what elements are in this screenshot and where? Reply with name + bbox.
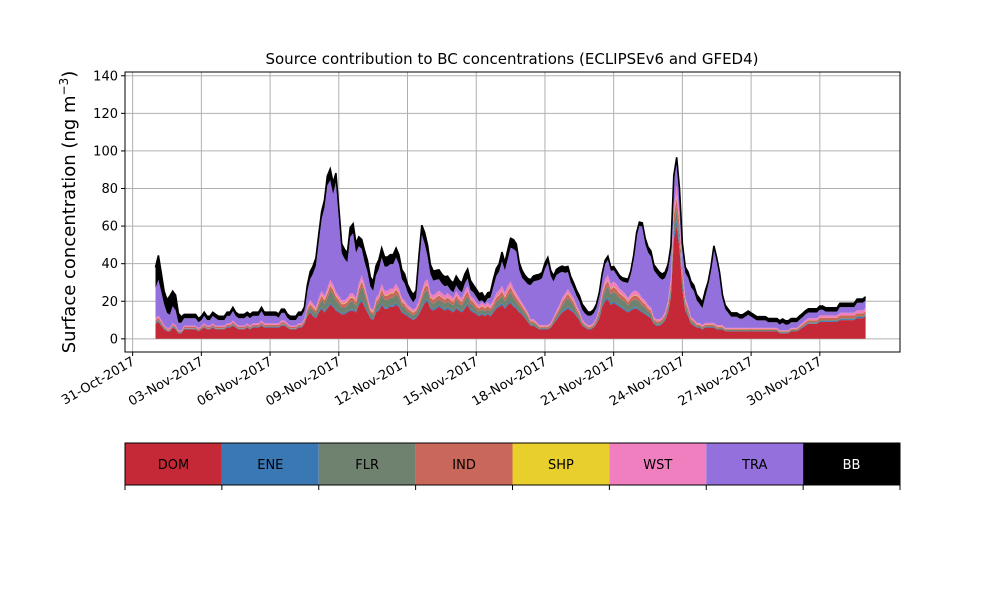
legend-swatch-tra [706, 443, 804, 485]
y-tick-label: 20 [101, 295, 118, 310]
x-tick-label: 27-Nov-2017 [676, 354, 756, 409]
legend-swatch-shp [512, 443, 610, 485]
area-dom [155, 226, 866, 339]
x-tick-label: 21-Nov-2017 [538, 354, 618, 409]
legend-label-ene: ENE [257, 458, 283, 473]
area-flr [155, 209, 866, 333]
y-tick-label: 140 [93, 69, 118, 84]
legend-label-ind: IND [452, 458, 476, 473]
legend-swatch-bb [803, 443, 900, 485]
chart-title: Source contribution to BC concentrations… [265, 50, 758, 68]
x-tick-label: 15-Nov-2017 [401, 354, 481, 409]
legend-swatch-ene [221, 443, 319, 485]
x-tick-label: 30-Nov-2017 [745, 354, 825, 409]
x-tick-label: 09-Nov-2017 [264, 354, 344, 409]
y-tick-label: 60 [101, 220, 118, 235]
legend-label-bb: BB [843, 458, 861, 473]
y-tick-label: 40 [101, 257, 118, 272]
legend-swatch-wst [609, 443, 707, 485]
x-tick-label: 06-Nov-2017 [195, 354, 275, 409]
area-tra [155, 163, 866, 331]
legend-label-shp: SHP [548, 458, 574, 473]
legend-swatch-flr [318, 443, 416, 485]
y-axis-label-exponent: −3 [57, 78, 71, 96]
legend-swatch-ind [415, 443, 513, 485]
legend-label-flr: FLR [355, 458, 379, 473]
legend-label-tra: TRA [741, 458, 767, 473]
legend: DOM ENE FLR IND SHP WST TRA BB [124, 442, 901, 490]
axes: 0 20 40 60 80 100 120 140 31-Oct-201703-Nov-2017… [59, 69, 901, 409]
x-tick-label: 31-Oct-2017 [59, 354, 137, 408]
y-tick-label: 80 [101, 182, 118, 197]
plot-frame [124, 71, 901, 353]
y-tick-label: 0 [110, 332, 118, 347]
x-tick-label: 18-Nov-2017 [470, 354, 550, 409]
x-tick-label: 24-Nov-2017 [607, 354, 687, 409]
legend-label-wst: WST [643, 458, 672, 473]
x-tick-label: 03-Nov-2017 [126, 354, 206, 409]
total-line [154, 157, 867, 322]
x-tick-label: 12-Nov-2017 [332, 354, 412, 409]
legend-label-dom: DOM [158, 458, 189, 473]
legend-swatch-dom [125, 443, 222, 485]
y-tick-label: 100 [93, 144, 118, 159]
y-tick-label: 120 [93, 107, 118, 122]
stacked-areas [154, 157, 867, 339]
y-axis-label: Surface concentration (ng m−3) [57, 71, 80, 354]
